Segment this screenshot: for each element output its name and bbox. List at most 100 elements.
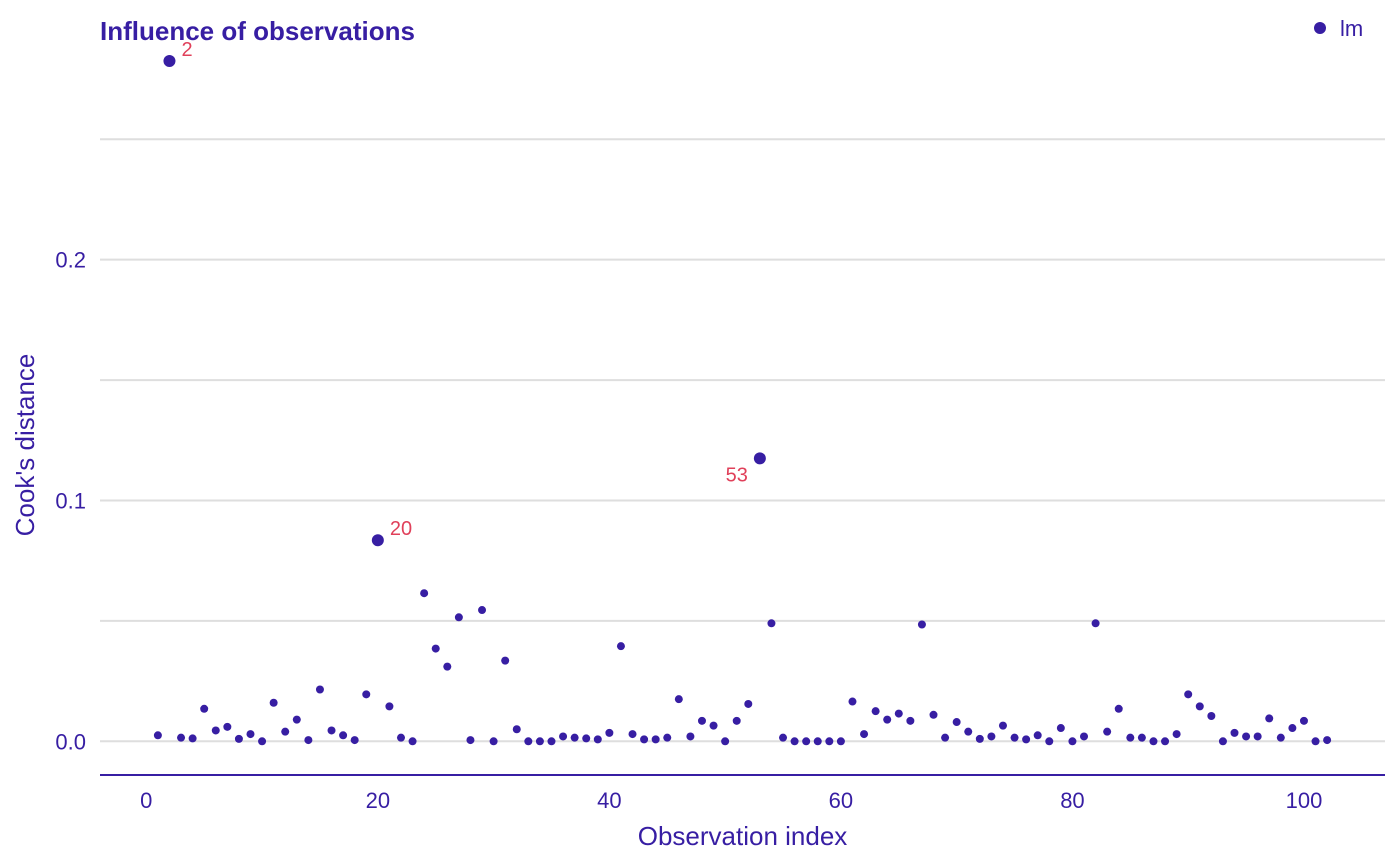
data-point [917, 620, 926, 629]
data-point [466, 736, 475, 745]
data-point [420, 589, 429, 598]
data-point [1068, 737, 1077, 746]
data-point [559, 732, 568, 741]
data-point [535, 737, 544, 746]
data-point [1114, 704, 1123, 713]
data-point [200, 704, 209, 713]
data-point [674, 695, 683, 704]
data-point [489, 737, 498, 746]
y-tick-label: 0.1 [55, 488, 86, 513]
data-point [767, 619, 776, 628]
y-axis-title: Cook's distance [10, 354, 40, 537]
data-point [906, 716, 915, 725]
data-point [894, 709, 903, 718]
data-point [825, 737, 834, 746]
data-point [1033, 731, 1042, 740]
data-point [396, 733, 405, 742]
data-point [663, 733, 672, 742]
data-point [1056, 724, 1065, 733]
data-point [1323, 736, 1332, 745]
data-point [547, 737, 556, 746]
data-point [570, 733, 579, 742]
data-point [1045, 737, 1054, 746]
data-point [1195, 702, 1204, 711]
data-point [408, 737, 417, 746]
data-point [431, 644, 440, 653]
data-point [1242, 732, 1251, 741]
chart-title: Influence of observations [100, 16, 415, 46]
data-point [234, 734, 243, 743]
data-point [1022, 735, 1031, 744]
data-point [501, 656, 510, 665]
data-point [709, 721, 718, 730]
point-labels: 2 20 53 [181, 39, 747, 540]
data-point [952, 718, 961, 727]
legend: lm [1314, 16, 1363, 41]
data-point [1230, 728, 1239, 737]
data-point [628, 730, 637, 739]
data-point [371, 534, 384, 547]
x-tick-label: 20 [366, 788, 390, 813]
data-point [1126, 733, 1135, 742]
data-points [153, 55, 1332, 746]
data-point [454, 613, 463, 622]
data-point [1184, 690, 1193, 699]
data-point [478, 606, 487, 615]
x-tick-label: 0 [140, 788, 152, 813]
data-point [744, 699, 753, 708]
data-point [651, 735, 660, 744]
y-tick-label: 0.0 [55, 729, 86, 754]
data-point [1218, 737, 1227, 746]
data-point [593, 735, 602, 744]
data-point [163, 55, 176, 68]
data-point [941, 733, 950, 742]
x-tick-label: 60 [829, 788, 853, 813]
data-point [443, 662, 452, 671]
data-point [998, 721, 1007, 730]
data-point [292, 715, 301, 724]
data-point [1299, 716, 1308, 725]
point-label: 2 [181, 39, 192, 61]
data-point [1207, 712, 1216, 721]
data-point [177, 733, 186, 742]
data-point [790, 737, 799, 746]
gridlines [100, 138, 1385, 743]
data-point [582, 734, 591, 743]
data-point [929, 710, 938, 719]
data-point [223, 722, 232, 731]
data-point [813, 737, 822, 746]
data-point [987, 732, 996, 741]
data-point [753, 452, 766, 465]
data-point [640, 735, 649, 744]
x-tick-label: 80 [1060, 788, 1084, 813]
data-point [848, 697, 857, 706]
data-point [188, 734, 197, 743]
data-point [362, 690, 371, 699]
point-label: 20 [390, 518, 412, 540]
data-point [779, 733, 788, 742]
data-point [246, 730, 255, 739]
data-point [281, 727, 290, 736]
data-point [1137, 733, 1146, 742]
data-point [1172, 730, 1181, 739]
data-point [304, 736, 313, 745]
data-point [605, 728, 614, 737]
data-point [524, 737, 533, 746]
data-point [1010, 733, 1019, 742]
x-axis-ticks: 0 20 40 60 80 100 [140, 788, 1322, 813]
x-axis-title: Observation index [638, 821, 848, 851]
data-point [1311, 737, 1320, 746]
data-point [350, 736, 359, 745]
data-point [211, 726, 220, 735]
data-point [315, 685, 324, 694]
data-point [258, 737, 267, 746]
x-tick-label: 100 [1286, 788, 1323, 813]
y-axis-ticks: 0.0 0.1 0.2 [55, 248, 86, 755]
data-point [385, 702, 394, 711]
data-point [975, 734, 984, 743]
data-point [883, 715, 892, 724]
data-point [732, 716, 741, 725]
data-point [1149, 737, 1158, 746]
data-point [871, 707, 880, 716]
